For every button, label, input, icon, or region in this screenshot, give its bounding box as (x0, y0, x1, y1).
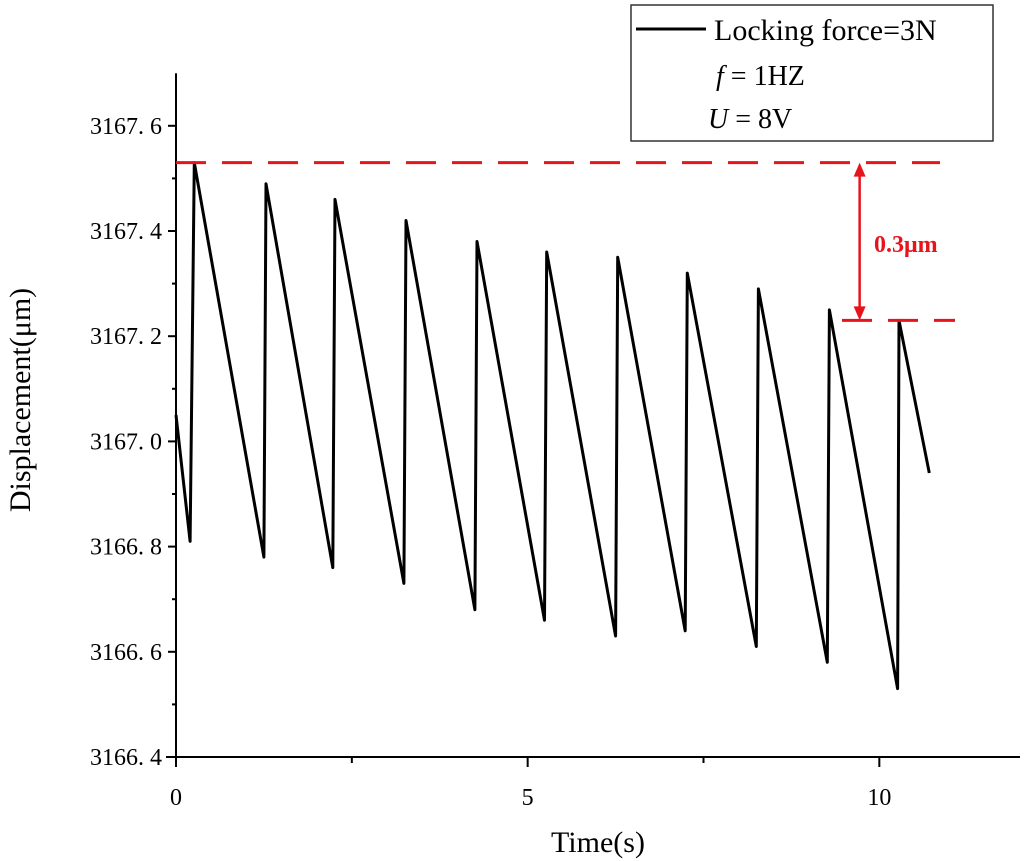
delta-label: 0.3μm (874, 232, 938, 258)
legend-entry: Locking force=3N (714, 14, 937, 47)
series-line (174, 161, 931, 691)
y-axis-label: Displacement(μm) (4, 288, 37, 512)
annotations (176, 161, 955, 322)
series (174, 161, 931, 691)
legend: Locking force=3N f = 1HZ U = 8V (630, 4, 994, 142)
y-tick-label: 3166. 4 (90, 745, 162, 771)
frequency-value: = 1HZ (724, 61, 805, 92)
x-tick-label: 5 (522, 785, 534, 811)
y-tick-label: 3166. 8 (90, 535, 162, 561)
y-tick-label: 3166. 6 (90, 640, 162, 666)
voltage-value: = 8V (728, 104, 792, 135)
x-tick-label: 10 (867, 785, 891, 811)
y-tick-label: 3167. 6 (90, 114, 162, 140)
arrow-down-icon (853, 306, 866, 321)
y-tick-label: 3167. 4 (90, 219, 162, 245)
y-tick-label: 3167. 0 (90, 429, 162, 455)
frequency-symbol: f (716, 61, 727, 92)
x-tick-label: 0 (170, 785, 182, 811)
arrow-up-icon (853, 162, 866, 177)
voltage-symbol: U (708, 104, 730, 135)
y-tick-label: 3167. 2 (90, 324, 162, 350)
x-axis-label: Time(s) (551, 826, 645, 859)
axes: 3166. 4 3166. 6 3166. 8 3167. 0 3167. 2 3167.… (90, 73, 1020, 811)
legend-box (630, 4, 994, 142)
legend-voltage: U = 8V (708, 104, 792, 135)
legend-frequency: f = 1HZ (716, 61, 805, 92)
